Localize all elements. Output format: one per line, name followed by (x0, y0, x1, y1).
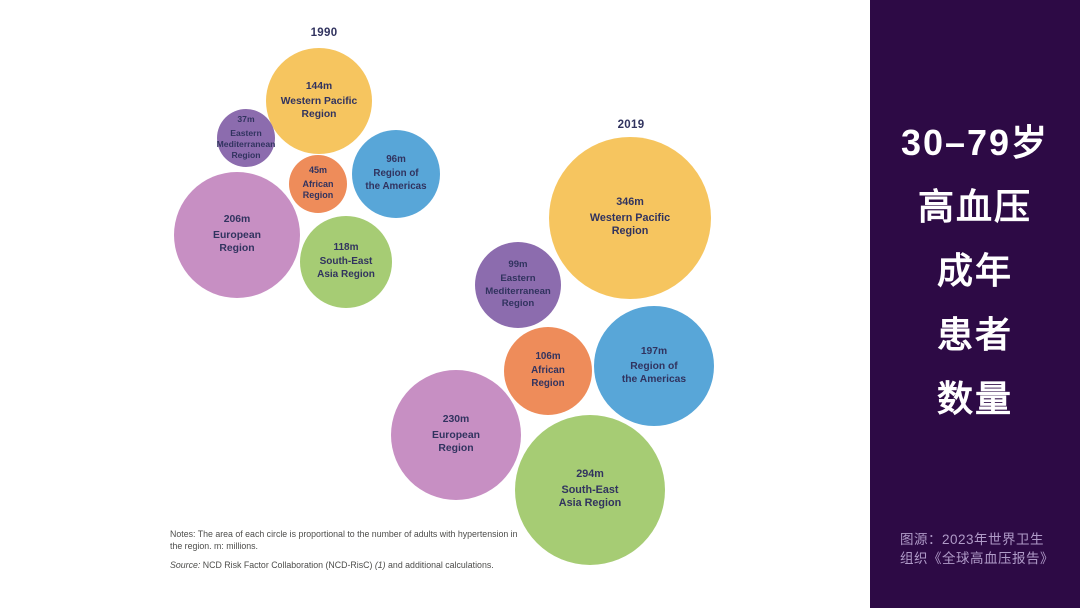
image-source-note: 图源：2023年世界卫生 组织《全球高血压报告》 (900, 531, 1070, 568)
bubble-value: 37m (237, 114, 255, 125)
bubble-region-name: Region of the Americas (621, 360, 687, 386)
bubble-2019-eastern-mediterranean-region: 99m Eastern Mediterranean Region (475, 242, 561, 328)
source-text: NCD Risk Factor Collaboration (NCD-RisC) (200, 560, 375, 571)
bubble-value: 106m (535, 350, 561, 362)
title-sidebar: 30–79岁 高血压 成年 患者 数量 图源：2023年世界卫生 组织《全球高血… (870, 0, 1080, 608)
image-source-line: 图源：2023年世界卫生 (900, 532, 1045, 547)
bubble-region-name: Western Pacific Region (589, 211, 671, 238)
bubble-region-name: European Region (432, 429, 480, 455)
image-source-line: 组织《全球高血压报告》 (900, 550, 1054, 566)
bubble-value: 197m (640, 345, 668, 357)
bubble-2019-western-pacific-region: 346m Western Pacific Region (549, 137, 711, 299)
bubble-value: 144m (305, 80, 333, 92)
bubble-1990-european-region: 206m European Region (174, 172, 300, 298)
bubble-2019-south-east-asia-region: 294m South-East Asia Region (515, 415, 665, 565)
bubble-2019-region-of-the-americas: 197m Region of the Americas (594, 306, 714, 426)
bubble-region-name: African Region (302, 178, 334, 201)
source-label: Source: (170, 560, 201, 571)
bubble-region-name: African Region (531, 365, 565, 389)
notes-text: The area of each circle is proportional … (170, 529, 518, 552)
bubble-2019-african-region: 106m African Region (504, 327, 592, 415)
bubble-region-name: Region of the Americas (365, 168, 427, 192)
year-label-2019: 2019 (617, 119, 645, 131)
source-ref: (1) (374, 560, 386, 571)
slide-title: 30–79岁 高血压 成年 患者 数量 (870, 111, 1080, 431)
bubble-region-name: Eastern Mediterranean Region (216, 127, 276, 160)
bubble-1990-western-pacific-region: 144m Western Pacific Region (266, 48, 372, 154)
bubble-region-name: European Region (213, 229, 261, 255)
footnotes: Notes: The area of each circle is propor… (170, 528, 520, 578)
bubble-value: 99m (508, 258, 528, 270)
bubble-1990-eastern-mediterranean-region: 37m Eastern Mediterranean Region (217, 109, 275, 167)
slide-title-line: 高血压 (917, 186, 1032, 227)
notes-label: Notes: (170, 529, 196, 539)
slide-title-line: 数量 (936, 378, 1013, 419)
bubble-region-name: Western Pacific Region (280, 95, 358, 121)
notes-paragraph: Notes: The area of each circle is propor… (170, 528, 520, 552)
slide-title-line: 成年 (936, 250, 1013, 291)
bubble-value: 206m (223, 214, 251, 226)
slide-title-line: 30–79岁 (900, 122, 1050, 163)
slide-title-line: 患者 (936, 314, 1013, 355)
bubble-1990-south-east-asia-region: 118m South-East Asia Region (300, 216, 392, 308)
bubble-1990-african-region: 45m African Region (289, 155, 347, 213)
bubble-region-name: Eastern Mediterranean Region (485, 273, 551, 309)
bubble-value: 118m (333, 242, 359, 254)
bubble-value: 230m (442, 414, 470, 426)
bubble-2019-european-region: 230m European Region (391, 370, 521, 500)
year-label-1990: 1990 (310, 27, 338, 39)
bubble-value: 96m (386, 153, 406, 165)
bubble-value: 346m (616, 195, 644, 208)
bubble-value: 45m (308, 165, 327, 176)
bubble-region-name: South-East Asia Region (558, 483, 622, 510)
bubble-region-name: South-East Asia Region (317, 256, 375, 280)
bubble-value: 294m (576, 467, 604, 480)
bubble-1990-region-of-the-americas: 96m Region of the Americas (352, 130, 440, 218)
source-paragraph: Source: NCD Risk Factor Collaboration (N… (170, 559, 520, 571)
source-tail: and additional calculations. (385, 560, 494, 571)
